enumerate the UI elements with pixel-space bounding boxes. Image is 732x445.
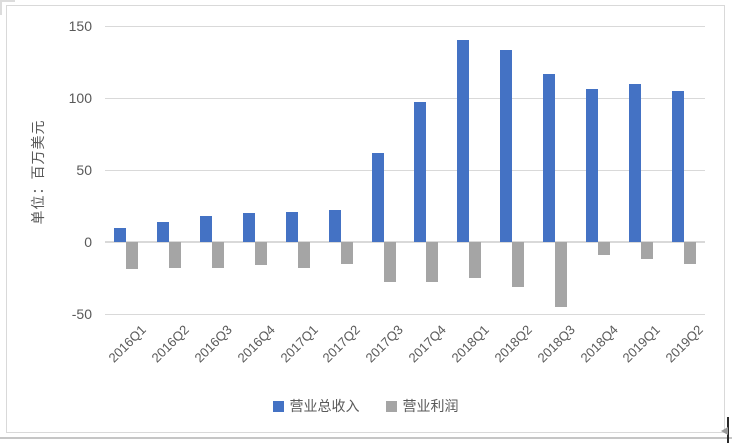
y-tick-label: 100 <box>68 90 92 106</box>
left-arrow-icon <box>721 427 728 435</box>
legend-label: 营业利润 <box>402 398 459 414</box>
profit-bar-2016Q2 <box>169 242 182 268</box>
revenue-bar-2019Q1 <box>628 83 641 242</box>
x-tick-label: 2016Q2 <box>148 322 192 366</box>
x-tick-label: 2017Q3 <box>362 322 407 366</box>
revenue-bar-2018Q2 <box>500 50 513 242</box>
profit-bar-2018Q3 <box>555 242 567 307</box>
revenue-bar-2016Q2 <box>157 221 170 242</box>
y-tick-label: 0 <box>84 234 92 250</box>
y-tick-label: -50 <box>71 306 92 322</box>
x-tick-label: 2019Q1 <box>620 322 664 366</box>
profit-bar-2019Q2 <box>683 242 696 264</box>
x-tick-label: 2018Q1 <box>448 322 492 366</box>
x-tick-label: 2019Q2 <box>662 322 707 366</box>
chart-frame <box>6 5 725 433</box>
y-tick-label: 50 <box>76 162 92 178</box>
x-tick-label: 2016Q3 <box>191 322 235 366</box>
profit-bar-2016Q3 <box>212 242 225 268</box>
chart-legend: 营业总收入 营业利润 <box>6 396 725 416</box>
legend-label: 营业总收入 <box>289 398 360 414</box>
revenue-bar-2018Q4 <box>585 89 598 242</box>
profit-bar-2018Q4 <box>597 242 610 255</box>
cursor-bar <box>727 417 729 443</box>
profit-bar-2017Q3 <box>383 242 396 283</box>
x-tick-label: 2017Q4 <box>405 322 450 366</box>
revenue-bar-2017Q1 <box>285 211 298 242</box>
revenue-bar-2016Q1 <box>114 227 127 242</box>
profit-bar-2017Q4 <box>426 242 439 283</box>
x-tick-label: 2017Q1 <box>277 322 321 366</box>
profit-bar-2016Q4 <box>255 242 267 266</box>
x-tick-label: 2016Q1 <box>105 322 150 366</box>
profit-bar-2016Q1 <box>126 242 139 270</box>
y-axis-title: 单位：百万美元 <box>30 119 46 225</box>
y-tick-label: 150 <box>68 18 92 34</box>
profit-bar-2018Q2 <box>512 242 525 287</box>
x-tick-label: 2017Q2 <box>320 322 364 366</box>
revenue-bar-2017Q4 <box>414 102 427 242</box>
legend-item: 营业总收入 <box>272 396 360 416</box>
revenue-bar-2018Q1 <box>457 40 470 242</box>
legend-swatch-icon <box>385 400 397 412</box>
x-tick-label: 2018Q3 <box>534 322 578 366</box>
x-tick-label: 2016Q4 <box>234 322 278 366</box>
profit-bar-2017Q1 <box>297 242 310 268</box>
y-gridline <box>105 97 705 99</box>
legend-swatch-icon <box>272 400 284 412</box>
profit-bar-2019Q1 <box>640 242 653 260</box>
x-axis-zero-line <box>105 241 705 243</box>
revenue-bar-2017Q2 <box>328 210 341 242</box>
revenue-bar-2017Q3 <box>371 152 384 242</box>
revenue-bar-2018Q3 <box>543 73 555 242</box>
y-gridline <box>105 313 705 315</box>
x-tick-label: 2018Q2 <box>491 322 535 366</box>
y-gridline <box>105 169 705 171</box>
profit-bar-2018Q1 <box>469 242 482 278</box>
y-gridline <box>105 25 705 27</box>
cell-gridline-fragment-horizontal <box>0 0 15 2</box>
x-tick-label: 2018Q4 <box>577 322 621 366</box>
legend-item: 营业利润 <box>385 396 459 416</box>
revenue-bar-2019Q2 <box>671 90 684 242</box>
cell-gridline-fragment-vertical <box>0 0 2 15</box>
revenue-bar-2016Q4 <box>243 213 255 242</box>
revenue-bar-2016Q3 <box>200 216 213 242</box>
sheet-bottom-rule <box>0 437 732 439</box>
profit-bar-2017Q2 <box>340 242 353 264</box>
